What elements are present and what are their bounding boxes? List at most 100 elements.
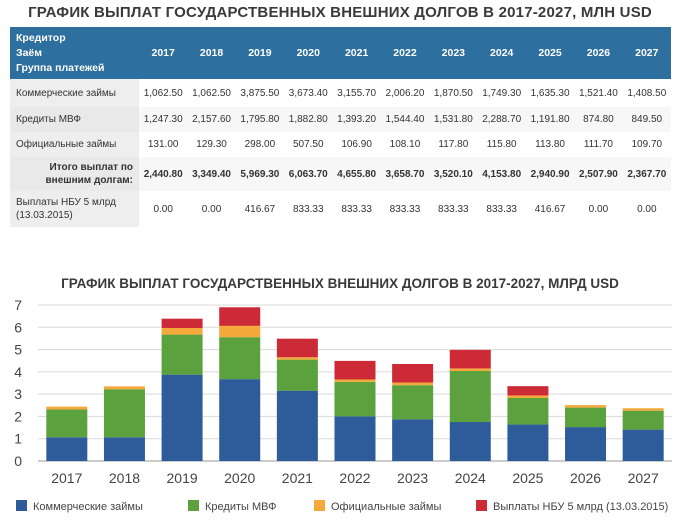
x-tick-label: 2025 [512,470,543,486]
bar-segment [622,410,664,430]
bar-segment [507,395,549,398]
table-cell: 113.80 [535,139,565,150]
legend-swatch [16,500,27,511]
row-label: Официальные займы [10,132,139,157]
row-label: Выплаты НБУ 5 млрд (13.03.2015) [10,191,139,227]
table-row-imf: Кредиты МВФ 1,247.30 2,157.60 1,795.80 1… [10,107,671,132]
y-tick-label: 0 [14,453,22,469]
bar-segment [507,386,549,396]
header-year: 2026 [574,27,623,79]
bar-segment [449,371,491,423]
table-title: ГРАФИК ВЫПЛАТ ГОСУДАРСТВЕННЫХ ВНЕШНИХ ДО… [28,4,652,21]
table-cell: 1,544.40 [380,107,430,132]
bar-segment [219,325,261,338]
header-year: 2025 [525,27,575,79]
table-cell: 3,155.70 [337,87,377,99]
x-tick-label: 2018 [109,470,140,486]
header-creditor-label: Кредитор [16,31,66,44]
header-year: 2027 [622,27,671,79]
bar-segment [334,360,376,380]
table-cell: 1,749.30 [482,87,522,99]
bar-segment [449,368,491,372]
total-label-line: Итого выплат по [49,162,133,173]
table-cell: 106.90 [341,139,372,150]
table-cell: 5,969.30 [235,157,285,191]
table-cell: 833.33 [389,203,421,215]
bar-segment [565,405,607,408]
legend-swatch [188,500,199,511]
bar-segment [449,349,491,369]
bar-segment [161,374,203,461]
table-cell: 2,507.90 [574,157,623,191]
bar-segment [219,307,261,326]
table-cell: 4,655.80 [332,157,381,191]
header-loan-label: Заём [16,46,43,59]
x-tick-label: 2026 [570,470,601,486]
bar-segment [161,318,203,328]
header-year: 2018 [187,27,236,79]
legend-item: Официальные займы [314,500,441,513]
bar-segment [565,427,607,461]
bar-segment [334,379,376,382]
y-tick-label: 6 [14,319,22,335]
table-cell: 131.00 [147,139,179,150]
nbu-label-line: Выплаты НБУ 5 млрд [16,197,116,208]
table-cell: 0.00 [588,203,609,215]
legend-item: Выплаты НБУ 5 млрд (13.03.2015) [476,500,668,513]
y-tick-label: 3 [14,386,22,402]
table-cell: 6,063.70 [284,157,333,191]
bar-segment [161,334,203,375]
header-year: 2020 [284,27,333,79]
row-label: Итого выплат по внешним долгам: [10,157,139,191]
bar-segment [276,390,318,461]
table-cell: 1,531.80 [429,107,478,132]
legend-item: Коммерческие займы [16,500,143,513]
table-row-commercial: Коммерческие займы 1,062.50 1,062.50 3,8… [10,79,671,107]
table-cell: 1,247.30 [139,107,188,132]
y-tick-label: 2 [14,408,22,424]
bar-segment [46,437,88,461]
table-cell: 109.70 [631,139,663,150]
table-cell: 2,367.70 [622,157,671,191]
bar-segment [276,338,318,358]
bar-segment [334,416,376,461]
x-tick-label: 2023 [397,470,428,486]
bar-segment [622,408,664,411]
table-cell: 2,940.90 [525,157,575,191]
bar-segment [449,422,491,461]
bar-segment [103,386,145,390]
chart-title: ГРАФИК ВЫПЛАТ ГОСУДАРСТВЕННЫХ ВНЕШНИХ ДО… [61,276,619,291]
table-cell: 129.30 [196,139,227,150]
x-tick-label: 2020 [224,470,255,486]
header-creditor-cell: Кредитор Заём Группа платежей [10,27,139,79]
table-cell: 108.10 [389,139,421,150]
table-cell: 1,635.30 [530,87,570,99]
table-cell: 0.00 [637,203,657,215]
bar-segment [392,419,434,461]
table-header-row: Кредитор Заём Группа платежей 2017 2018 … [10,27,671,79]
table-cell: 1,870.50 [433,87,473,99]
table-cell: 4,153.80 [477,157,526,191]
table-row-nbu: Выплаты НБУ 5 млрд (13.03.2015) 0.00 0.0… [10,191,671,227]
header-year: 2022 [380,27,430,79]
x-tick-label: 2017 [51,470,82,486]
y-tick-label: 7 [14,297,22,313]
y-tick-label: 1 [14,431,22,447]
table-cell: 3,520.10 [429,157,478,191]
table-cell: 1,408.50 [627,87,667,99]
y-tick-label: 4 [14,364,22,380]
table-cell: 833.33 [292,203,324,215]
table-cell: 3,349.40 [187,157,236,191]
x-tick-label: 2021 [282,470,313,486]
table-row-official: Официальные займы 131.00 129.30 298.00 5… [10,132,671,157]
table-cell: 874.80 [574,107,623,132]
table-cell: 115.80 [486,139,517,150]
chart-legend: Коммерческие займы Кредиты МВФ Официальные… [0,496,680,520]
table-cell: 1,393.20 [332,107,381,132]
legend-label: Кредиты МВФ [205,501,277,513]
bar-segment [507,424,549,461]
bar-segment [103,389,145,438]
table-cell: 111.70 [583,139,613,150]
legend-label: Выплаты НБУ 5 млрд (13.03.2015) [493,501,669,513]
x-tick-label: 2027 [628,470,659,486]
